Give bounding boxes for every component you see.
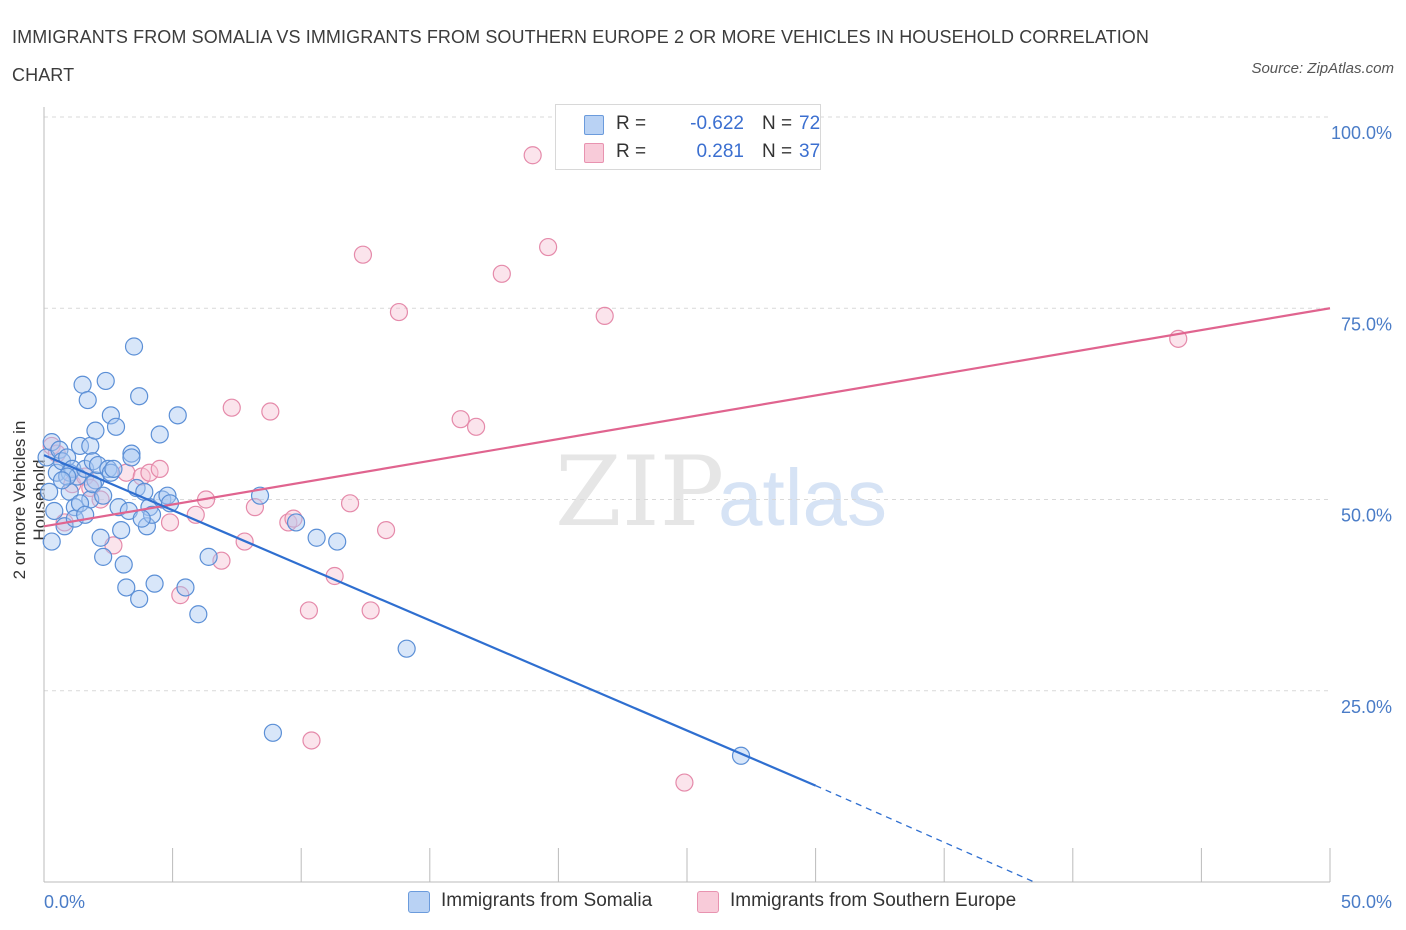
somalia-point bbox=[106, 417, 126, 436]
r-value-europe: 0.281 bbox=[696, 141, 744, 162]
europe-point bbox=[299, 601, 319, 620]
somalia-point bbox=[112, 520, 131, 540]
europe-point bbox=[222, 398, 241, 417]
somalia-point bbox=[42, 433, 61, 452]
r-label: R = bbox=[616, 141, 647, 162]
somalia-point bbox=[91, 528, 110, 547]
somalia-trend-line bbox=[43, 454, 817, 787]
somalia-point bbox=[73, 375, 92, 394]
tick-labels: 25.0% 50.0% 75.0% 100.0% 0.0% 50.0% bbox=[44, 123, 1392, 912]
somalia-legend-label: Immigrants from Somalia bbox=[441, 890, 653, 911]
somalia-point bbox=[101, 406, 120, 425]
somalia-point bbox=[286, 513, 306, 532]
europe-point bbox=[466, 417, 486, 436]
somalia-point bbox=[263, 723, 283, 742]
somalia-point bbox=[130, 589, 149, 609]
europe-point bbox=[302, 731, 321, 750]
europe-points bbox=[42, 146, 1188, 792]
somalia-point bbox=[78, 390, 97, 410]
europe-point bbox=[361, 601, 380, 620]
somalia-point bbox=[81, 436, 100, 456]
europe-point bbox=[523, 146, 542, 165]
watermark-zip: ZIP bbox=[555, 436, 724, 548]
somalia-point bbox=[52, 471, 72, 490]
somalia-point bbox=[86, 421, 105, 440]
n-value-somalia: 72 bbox=[799, 113, 821, 134]
somalia-point bbox=[50, 440, 69, 459]
y-tick-label: 75.0% bbox=[1341, 314, 1392, 334]
watermark-atlas: atlas bbox=[718, 453, 887, 542]
somalia-point bbox=[70, 494, 90, 513]
europe-point bbox=[389, 302, 409, 322]
somalia-swatch bbox=[584, 115, 604, 135]
europe-point bbox=[539, 237, 558, 257]
n-value-europe: 37 bbox=[799, 141, 821, 162]
europe-point bbox=[140, 463, 159, 482]
somalia-point bbox=[104, 459, 123, 478]
europe-point bbox=[595, 306, 614, 325]
europe-legend-swatch bbox=[697, 891, 719, 913]
somalia-point bbox=[94, 547, 113, 566]
somalia-point bbox=[114, 555, 133, 574]
y-tick-label: 100.0% bbox=[1331, 123, 1392, 143]
somalia-point bbox=[45, 501, 64, 521]
somalia-point bbox=[40, 482, 59, 501]
x-tick-label: 0.0% bbox=[44, 892, 85, 912]
somalia-point bbox=[132, 509, 151, 528]
somalia-point bbox=[124, 337, 144, 356]
source-label: Source: ZipAtlas.com bbox=[1251, 60, 1394, 77]
somalia-point bbox=[130, 387, 149, 406]
n-label: N = bbox=[762, 141, 793, 162]
somalia-point bbox=[189, 605, 208, 624]
axes bbox=[43, 107, 1331, 883]
europe-swatch bbox=[584, 143, 604, 163]
somalia-points bbox=[37, 337, 751, 765]
europe-point bbox=[340, 494, 360, 513]
somalia-point bbox=[199, 547, 218, 566]
somalia-point bbox=[328, 532, 347, 551]
chart-title: IMMIGRANTS FROM SOMALIA VS IMMIGRANTS FR… bbox=[12, 27, 1149, 85]
somalia-legend-swatch bbox=[408, 891, 430, 913]
europe-point bbox=[245, 498, 265, 517]
somalia-point bbox=[70, 436, 90, 456]
y-tick-label: 50.0% bbox=[1341, 506, 1392, 526]
europe-point bbox=[451, 410, 470, 429]
somalia-point bbox=[307, 528, 326, 547]
somalia-point bbox=[122, 448, 141, 467]
somalia-trend-extension bbox=[815, 785, 1035, 883]
europe-point bbox=[160, 513, 180, 532]
somalia-point bbox=[145, 574, 164, 593]
europe-legend-label: Immigrants from Southern Europe bbox=[730, 890, 1017, 911]
europe-point bbox=[261, 402, 280, 421]
somalia-point bbox=[96, 371, 115, 391]
europe-point bbox=[675, 773, 694, 792]
somalia-point bbox=[42, 532, 61, 551]
r-value-somalia: -0.622 bbox=[690, 113, 744, 134]
somalia-point bbox=[168, 406, 187, 425]
somalia-point bbox=[150, 425, 169, 444]
x-tick-label: 50.0% bbox=[1341, 892, 1392, 912]
europe-point bbox=[492, 264, 511, 283]
r-label: R = bbox=[616, 113, 647, 134]
somalia-point bbox=[122, 444, 141, 463]
somalia-point bbox=[117, 578, 136, 597]
somalia-point bbox=[94, 486, 113, 505]
somalia-point bbox=[142, 505, 162, 524]
somalia-point bbox=[176, 578, 195, 597]
europe-point bbox=[150, 459, 169, 478]
n-label: N = bbox=[762, 113, 793, 134]
stats-legend: R = -0.622 N = 72 R = 0.281 N = 37 bbox=[555, 104, 821, 170]
somalia-point bbox=[109, 498, 128, 517]
europe-point bbox=[376, 520, 396, 540]
somalia-point bbox=[397, 639, 416, 658]
y-tick-label: 25.0% bbox=[1341, 697, 1392, 717]
watermark: ZIP atlas bbox=[555, 436, 887, 548]
europe-point bbox=[353, 245, 373, 264]
europe-trend-line bbox=[43, 307, 1331, 528]
trend-lines bbox=[43, 307, 1331, 883]
